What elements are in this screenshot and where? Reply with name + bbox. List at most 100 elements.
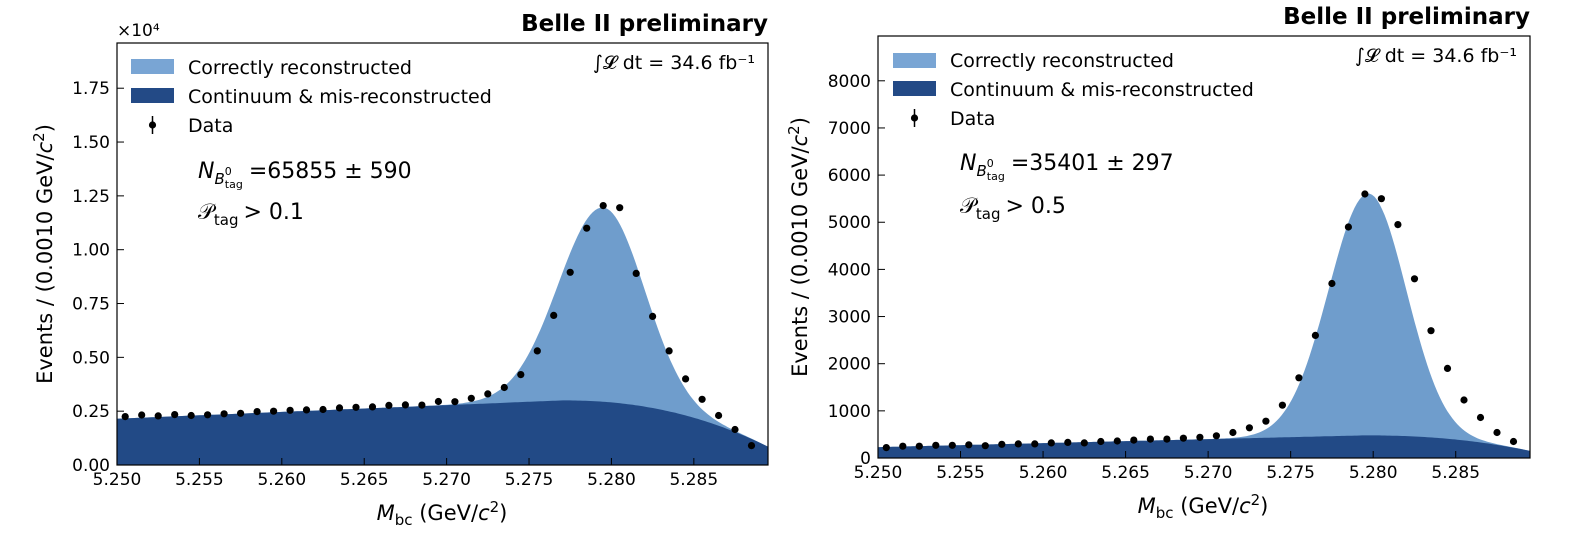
y-tick-label: 5000	[828, 213, 871, 233]
left-data-point	[302, 406, 311, 414]
right-data-point	[1097, 437, 1105, 446]
x-tick-label: 5.270	[1184, 463, 1233, 483]
left-data-point	[682, 375, 690, 383]
y-tick-label: 8000	[828, 72, 871, 92]
right-legend-data-label: Data	[950, 108, 995, 130]
x-tick-label: 5.280	[1349, 463, 1398, 483]
x-tick-label: 5.270	[422, 470, 471, 490]
x-tick-label: 5.285	[669, 470, 718, 490]
left-data-point	[401, 401, 409, 409]
left-data-point	[204, 411, 212, 419]
right-y-axis-label: Events / (0.0010 GeV/c2)	[785, 117, 812, 377]
right-data-point	[915, 442, 923, 450]
y-tick-label: 2000	[828, 355, 871, 375]
left-data-point	[121, 413, 129, 421]
right-data-point	[1031, 440, 1039, 448]
left-x-ticks: 5.250 5.255 5.260 5.265 5.270 5.275 5.280 5.285	[93, 458, 718, 490]
left-data-point	[484, 390, 492, 398]
right-data-point	[1146, 435, 1154, 443]
right-data-point	[1328, 279, 1336, 288]
right-yield-annotation: NB0 tag=35401 ± 297	[960, 151, 1174, 183]
y-tick-label: 6000	[828, 166, 871, 186]
left-legend-signal-swatch	[131, 59, 174, 74]
left-legend-background-swatch	[131, 88, 174, 103]
left-data-point	[698, 395, 706, 403]
right-data-point	[1361, 190, 1369, 198]
left-data-point	[154, 412, 162, 420]
right-data-point	[1047, 439, 1055, 447]
right-data-point	[948, 441, 956, 449]
right-x-ticks: 5.250 5.255 5.260 5.265 5.270 5.275 5.280 5.285	[854, 451, 1480, 483]
left-panel: 5.250 5.255 5.260 5.265 5.270 5.275 5.280 5.285…	[30, 11, 769, 529]
right-data-points	[882, 190, 1518, 452]
left-data-point	[649, 312, 657, 320]
right-data-point	[1394, 221, 1402, 229]
left-data-point	[665, 347, 673, 355]
right-data-point	[882, 444, 890, 452]
x-tick-label: 5.285	[1431, 463, 1480, 483]
left-cut-annotation: 𝒫tag > 0.1	[198, 200, 304, 229]
right-panel: 5.250 5.255 5.260 5.265 5.270 5.275 5.280 5.285…	[785, 4, 1531, 522]
left-data-point	[187, 411, 195, 420]
left-data-point	[319, 405, 327, 414]
x-tick-label: 5.265	[340, 470, 389, 490]
right-data-point	[1113, 437, 1121, 445]
left-y-multiplier: ×10⁴	[117, 21, 160, 41]
left-data-point	[616, 204, 624, 212]
y-tick-label: 4000	[828, 260, 871, 280]
right-data-point	[1493, 428, 1501, 437]
right-data-point	[1080, 439, 1088, 447]
y-tick-label: 7000	[828, 119, 871, 139]
left-legend-signal-label: Correctly reconstructed	[188, 57, 412, 79]
right-data-point	[932, 441, 940, 449]
right-data-point	[1509, 437, 1518, 446]
y-tick-label: 0.00	[72, 456, 110, 476]
right-data-point	[981, 442, 989, 450]
x-tick-label: 5.260	[257, 470, 306, 490]
y-tick-label: 0	[860, 449, 871, 469]
left-data-point	[517, 371, 525, 379]
left-data-point	[533, 347, 541, 355]
x-tick-label: 5.255	[936, 463, 985, 483]
right-x-axis-label: Mbc (GeV/c2)	[1138, 491, 1269, 522]
right-legend-signal-swatch	[893, 53, 936, 68]
right-data-point	[1311, 331, 1319, 339]
left-data-point	[467, 394, 475, 402]
right-data-point	[899, 442, 907, 450]
y-tick-label: 1.50	[72, 133, 110, 153]
left-yield-annotation: NB0 tag=65855 ± 590	[198, 159, 412, 191]
right-data-point	[1295, 374, 1303, 382]
x-tick-label: 5.275	[1266, 463, 1315, 483]
left-x-axis-label: Mbc (GeV/c2)	[377, 498, 508, 529]
left-data-point	[715, 411, 723, 420]
y-tick-label: 1000	[828, 402, 871, 422]
right-data-point	[1427, 327, 1435, 335]
right-data-point	[1262, 417, 1270, 425]
left-data-point	[418, 401, 426, 409]
x-tick-label: 5.255	[175, 470, 224, 490]
right-data-point	[1212, 432, 1220, 440]
left-data-point	[451, 398, 459, 406]
left-legend-data-label: Data	[188, 115, 233, 137]
left-luminosity: ∫𝓛 dt = 34.6 fb⁻¹	[593, 52, 755, 74]
x-tick-label: 5.260	[1019, 463, 1068, 483]
left-data-point	[550, 311, 558, 319]
right-data-point	[1377, 195, 1385, 203]
right-luminosity: ∫𝓛 dt = 34.6 fb⁻¹	[1355, 45, 1517, 67]
right-legend-background-swatch	[893, 81, 936, 96]
left-data-point	[632, 269, 640, 277]
right-y-ticks: 0 1000 2000 3000 4000 5000 6000 7000 8000	[828, 72, 885, 469]
right-data-point	[1460, 396, 1468, 404]
right-data-point	[1014, 440, 1022, 448]
right-data-point	[1130, 436, 1138, 444]
right-legend-signal-label: Correctly reconstructed	[950, 50, 1174, 72]
left-data-point	[220, 410, 228, 418]
left-data-point	[731, 425, 739, 434]
left-legend-background-label: Continuum & mis-reconstructed	[188, 86, 492, 108]
right-cut-annotation: 𝒫tag > 0.5	[960, 194, 1066, 223]
right-data-point	[1229, 428, 1237, 437]
x-tick-label: 5.275	[505, 470, 554, 490]
right-data-point	[1179, 434, 1187, 442]
right-data-point	[965, 441, 973, 449]
